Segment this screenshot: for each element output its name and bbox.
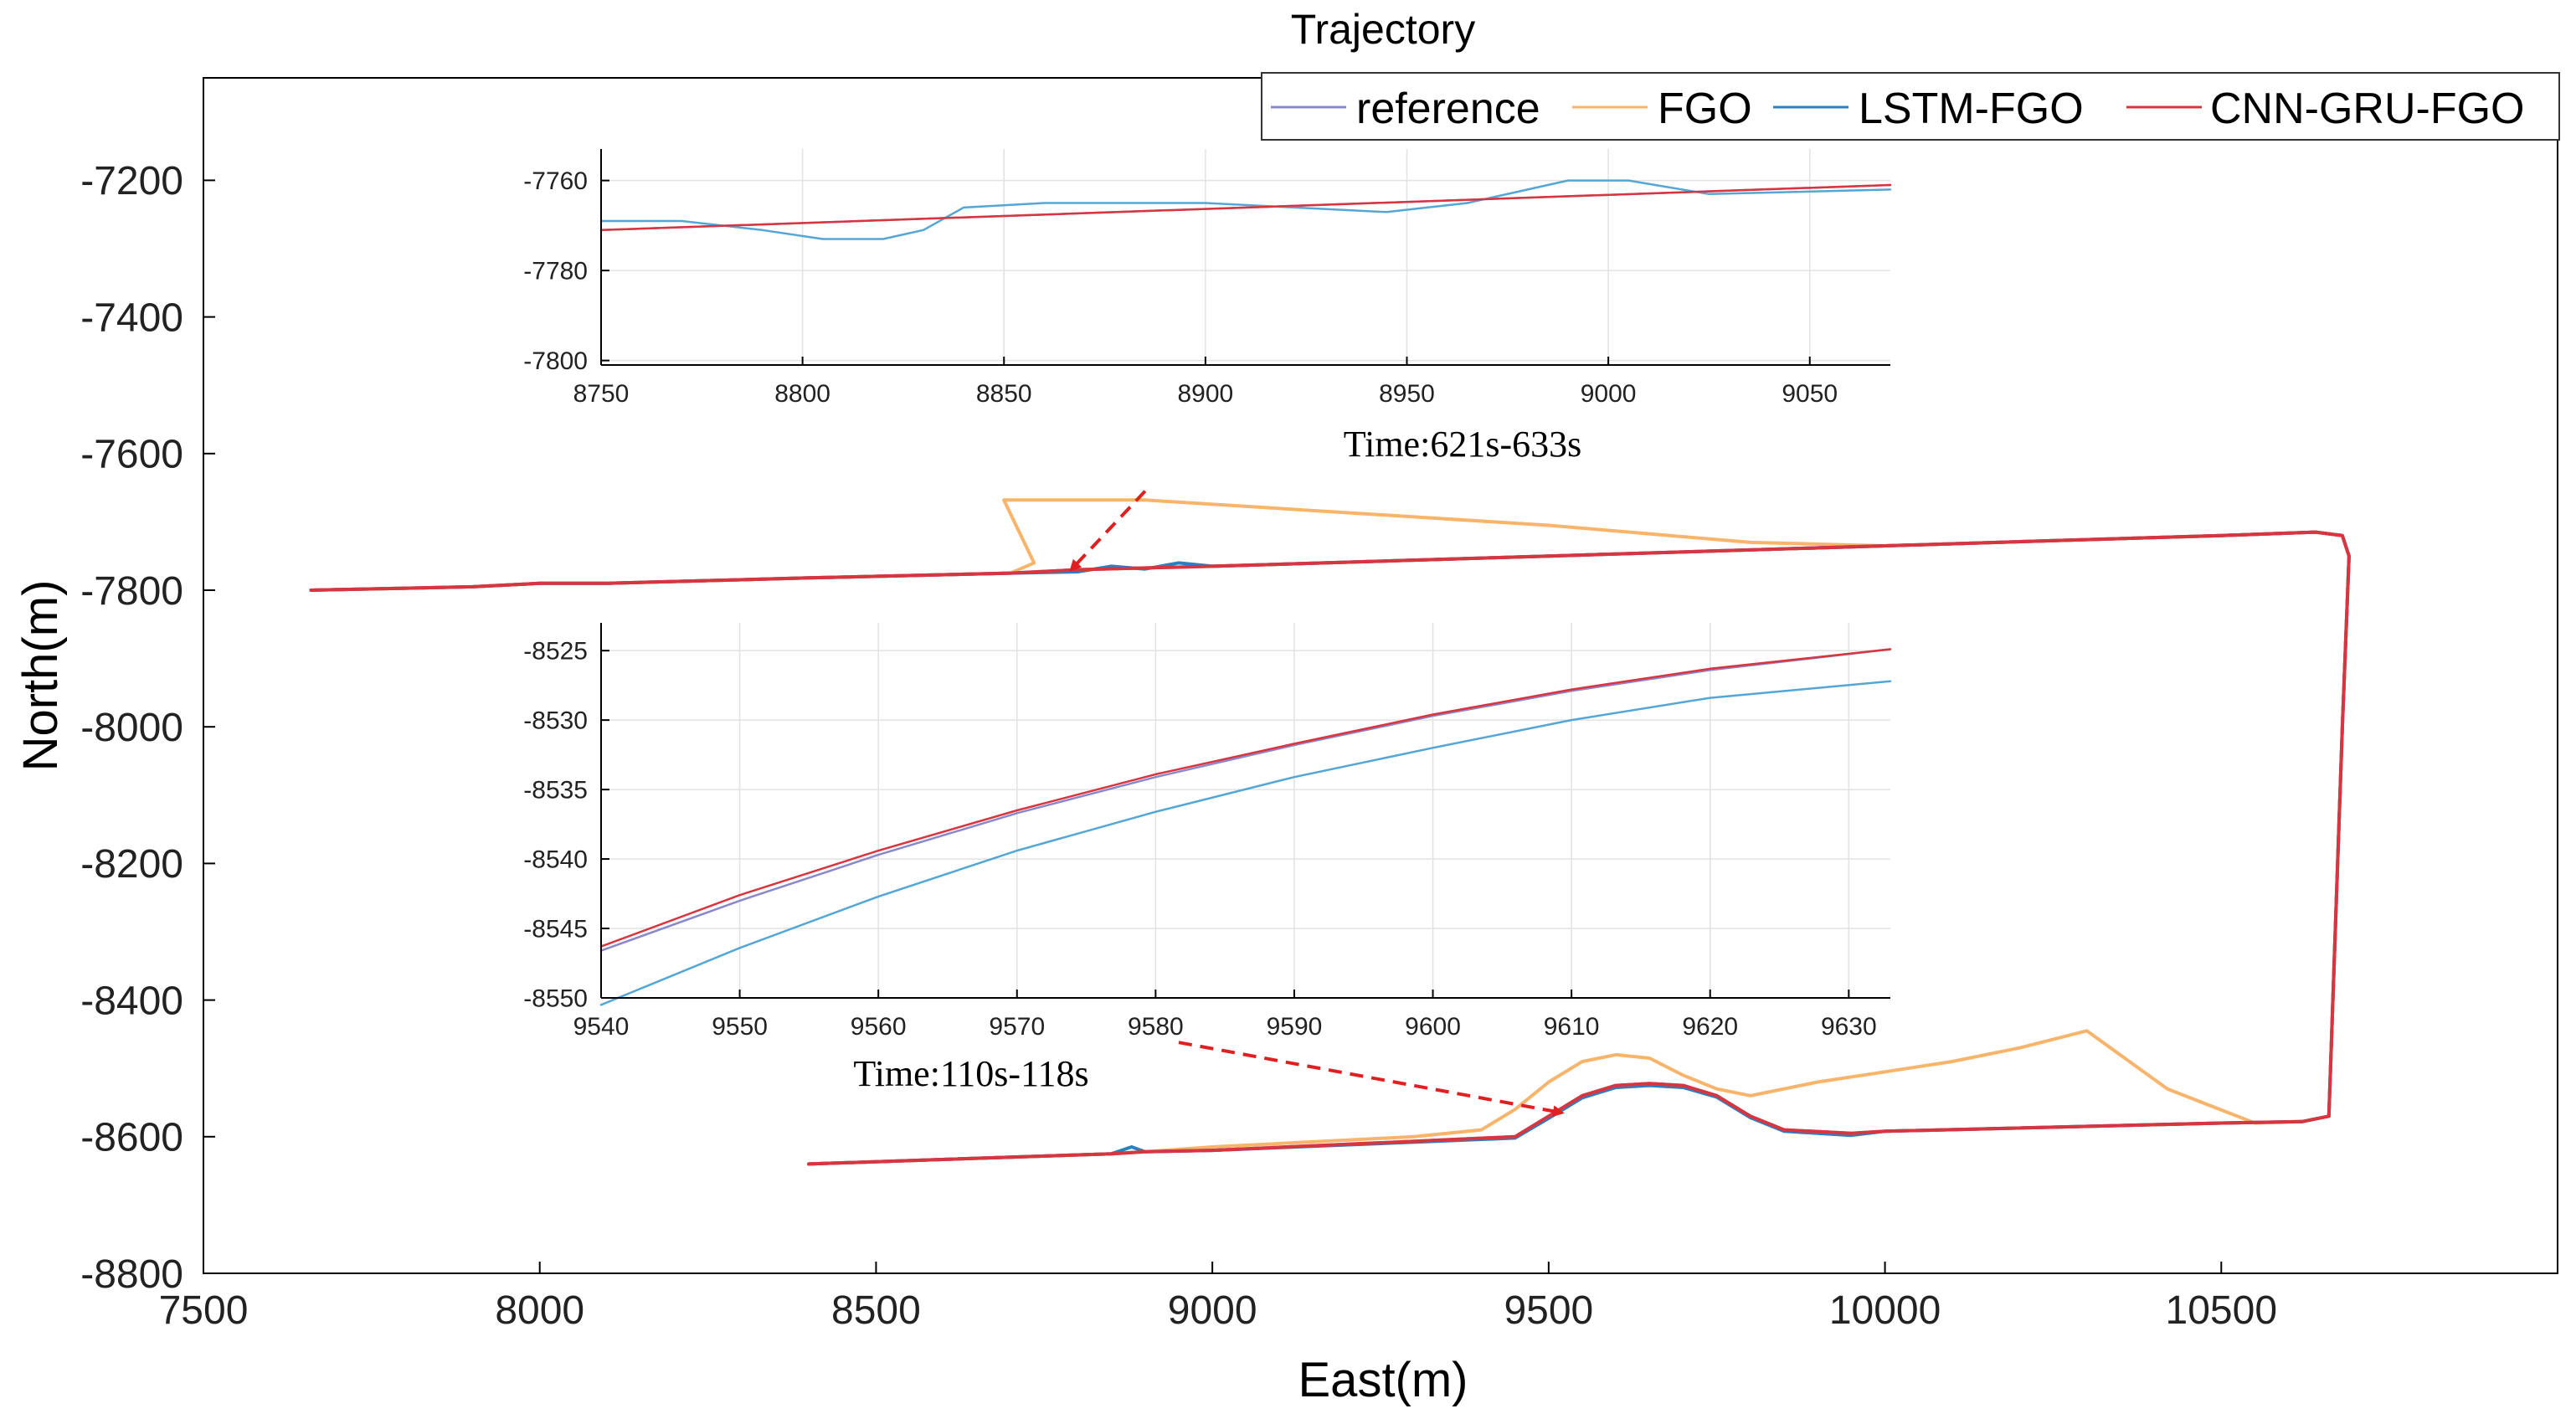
main-x-tick-label: 10000 <box>1829 1288 1941 1333</box>
inset-bottom-x-tick-label: 9580 <box>1128 1013 1184 1041</box>
inset-top-y-tick-label: -7800 <box>523 347 588 375</box>
main-y-tick-label: -8600 <box>80 1116 183 1160</box>
annotation-arrow-1 <box>1069 490 1147 572</box>
legend-box <box>1261 72 2560 141</box>
inset-bottom-y-tick-label: -8550 <box>523 985 588 1013</box>
inset-top-x-tick-label: 8750 <box>573 380 630 408</box>
main-y-tick-label: -7200 <box>80 159 183 203</box>
main-axis-ticks: 7500 8000 8500 9000 9500 10000 10500 -7200 -7400… <box>80 159 2277 1333</box>
inset-top-x-tick-label: 9000 <box>1581 380 1637 408</box>
inset-top-series-cnn-gru-fgo <box>599 183 1892 232</box>
main-y-tick-label: -8400 <box>80 979 183 1023</box>
inset-top-series-lstm-fgo <box>599 179 1892 240</box>
inset-bottom-x-tick-label: 9590 <box>1267 1013 1323 1041</box>
inset-bottom-x-tick-label: 9630 <box>1821 1013 1877 1041</box>
inset-bottom-x-tick-label: 9560 <box>851 1013 907 1041</box>
inset-bottom-y-tick-label: -8545 <box>523 916 588 943</box>
legend: reference FGO LSTM-FGO CNN-GRU-FGO <box>1261 72 2560 141</box>
inset-top-background <box>601 149 1890 365</box>
main-y-tick-label: -8800 <box>80 1252 183 1297</box>
main-y-tick-label: -7400 <box>80 296 183 340</box>
main-x-tick-label: 7500 <box>159 1288 249 1333</box>
main-x-tick-label: 9000 <box>1168 1288 1257 1333</box>
inset-bottom-x-tick-label: 9600 <box>1405 1013 1461 1041</box>
legend-label-fgo: FGO <box>1658 85 1752 133</box>
inset-top-x-tick-label: 8800 <box>774 380 830 408</box>
inset-top-ticks: 8750 8800 8850 8900 8950 9000 9050 -7760 -7780 -7… <box>523 167 1838 408</box>
y-axis-label: North(m) <box>13 580 68 772</box>
inset-top-y-tick-label: -7760 <box>523 167 588 195</box>
inset-top-x-tick-label: 9050 <box>1782 380 1838 408</box>
inset-bottom-y-tick-label: -8530 <box>523 707 588 735</box>
inset-bottom-y-tick-label: -8535 <box>523 777 588 805</box>
main-y-tick-label: -7600 <box>80 433 183 477</box>
inset-bottom-series-lstm-fgo <box>599 680 1892 1006</box>
annotation-arrows <box>1069 490 1565 1118</box>
inset-bottom-x-tick-label: 9610 <box>1544 1013 1600 1041</box>
annotation-time-621-633: Time:621s-633s <box>1344 424 1581 465</box>
main-x-tick-label: 10500 <box>2166 1288 2277 1333</box>
main-y-tick-label: -8200 <box>80 842 183 887</box>
main-y-tick-label: -8000 <box>80 706 183 750</box>
legend-label-reference: reference <box>1356 85 1540 133</box>
inset-top-y-tick-label: -7780 <box>523 258 588 285</box>
inset-bottom-axes: 9540 9550 9560 9570 9580 9590 9600 9610 9620 9630… <box>523 623 1892 1041</box>
inset-bottom-x-tick-label: 9570 <box>989 1013 1045 1041</box>
main-series-fgo <box>309 498 2351 1166</box>
inset-bottom-series-group <box>599 648 1892 1006</box>
chart-title: Trajectory <box>1291 6 1475 53</box>
inset-top-x-tick-label: 8950 <box>1379 380 1435 408</box>
inset-bottom-y-tick-label: -8540 <box>523 846 588 874</box>
annotation-time-110-118: Time:110s-118s <box>853 1053 1088 1094</box>
main-x-tick-label: 8500 <box>831 1288 921 1333</box>
main-x-tick-label: 9500 <box>1504 1288 1593 1333</box>
legend-label-cnn-gru-fgo: CNN-GRU-FGO <box>2210 85 2525 133</box>
main-y-tick-label: -7800 <box>80 569 183 614</box>
inset-bottom-x-tick-label: 9540 <box>573 1013 630 1041</box>
inset-bottom-x-tick-label: 9620 <box>1682 1013 1738 1041</box>
inset-top-axes: 8750 8800 8850 8900 8950 9000 9050 -7760 -7780 -7… <box>523 149 1892 408</box>
x-axis-label: East(m) <box>1298 1353 1468 1407</box>
inset-bottom-background <box>601 623 1890 998</box>
inset-bottom-x-tick-label: 9550 <box>712 1013 768 1041</box>
inset-bottom-series-cnn-gru-fgo <box>599 648 1892 948</box>
inset-top-x-tick-label: 8850 <box>976 380 1032 408</box>
inset-bottom-ticks: 9540 9550 9560 9570 9580 9590 9600 9610 9620 9630… <box>523 638 1876 1041</box>
inset-top-series-group <box>599 179 1892 240</box>
inset-bottom-series-reference <box>599 648 1892 952</box>
inset-top-x-tick-label: 8900 <box>1178 380 1234 408</box>
main-x-tick-label: 8000 <box>495 1288 584 1333</box>
inset-bottom-y-tick-label: -8525 <box>523 638 588 666</box>
legend-label-lstm-fgo: LSTM-FGO <box>1859 85 2084 133</box>
